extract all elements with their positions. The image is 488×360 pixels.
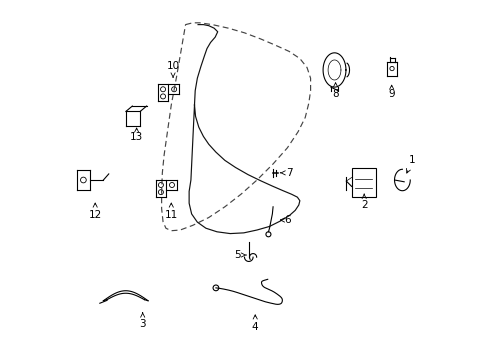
Text: 13: 13 <box>130 128 143 142</box>
Text: 5: 5 <box>234 250 246 260</box>
Text: 4: 4 <box>251 315 258 332</box>
Text: 1: 1 <box>406 156 415 173</box>
Text: 12: 12 <box>88 203 102 220</box>
Bar <box>351 168 375 197</box>
Text: 10: 10 <box>166 62 179 77</box>
Text: 7: 7 <box>280 168 292 178</box>
Text: 2: 2 <box>360 194 366 210</box>
Text: 11: 11 <box>164 203 178 220</box>
Text: 8: 8 <box>332 83 338 99</box>
Text: 6: 6 <box>280 215 290 225</box>
Text: 9: 9 <box>387 85 394 99</box>
Text: 3: 3 <box>139 313 146 329</box>
